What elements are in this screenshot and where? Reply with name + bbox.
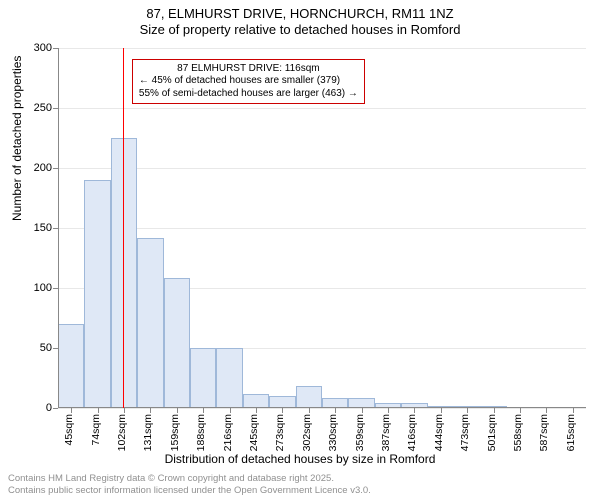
xtick-mark [362,408,363,413]
annotation-box: 87 ELMHURST DRIVE: 116sqm← 45% of detach… [132,59,365,105]
credits-block: Contains HM Land Registry data © Crown c… [8,473,371,496]
ytick-label: 250 [34,102,52,114]
gridline [58,228,586,229]
histogram-bar [190,348,216,408]
xtick-mark [441,408,442,413]
ytick-label: 150 [34,222,52,234]
xtick-mark [71,408,72,413]
histogram-bar [164,278,190,408]
histogram-bar [216,348,242,408]
xtick-label: 131sqm [142,414,154,451]
annotation-line: 87 ELMHURST DRIVE: 116sqm [139,63,358,76]
xtick-mark [388,408,389,413]
ytick-mark [53,408,58,409]
title-line-1: 87, ELMHURST DRIVE, HORNCHURCH, RM11 1NZ [0,6,600,22]
xtick-label: 615sqm [565,414,577,451]
xtick-mark [203,408,204,413]
histogram-bar [243,394,269,408]
xtick-mark [309,408,310,413]
gridline [58,48,586,49]
credits-line-1: Contains HM Land Registry data © Crown c… [8,473,371,484]
xtick-mark [256,408,257,413]
xtick-label: 387sqm [380,414,392,451]
xtick-label: 216sqm [222,414,234,451]
xtick-label: 188sqm [195,414,207,451]
xtick-label: 558sqm [512,414,524,451]
gridline [58,108,586,109]
x-axis-label: Distribution of detached houses by size … [0,452,600,466]
ytick-label: 0 [46,402,52,414]
xtick-mark [546,408,547,413]
xtick-mark [335,408,336,413]
xtick-mark [98,408,99,413]
xtick-label: 359sqm [354,414,366,451]
xtick-mark [230,408,231,413]
ytick-label: 100 [34,282,52,294]
x-axis [58,407,586,408]
histogram-bar [58,324,84,408]
gridline [58,168,586,169]
title-line-2: Size of property relative to detached ho… [0,22,600,38]
xtick-label: 587sqm [538,414,550,451]
xtick-label: 330sqm [327,414,339,451]
histogram-bar [84,180,110,408]
xtick-mark [414,408,415,413]
y-axis-label: Number of detached properties [10,56,24,221]
ytick-label: 200 [34,162,52,174]
plot-area: 05010015020025030045sqm74sqm102sqm131sqm… [58,48,586,408]
xtick-mark [150,408,151,413]
xtick-label: 273sqm [274,414,286,451]
xtick-mark [467,408,468,413]
annotation-line: 55% of semi-detached houses are larger (… [139,88,358,101]
histogram-bar [111,138,137,408]
ytick-label: 300 [34,42,52,54]
xtick-label: 159sqm [169,414,181,451]
annotation-line: ← 45% of detached houses are smaller (37… [139,75,358,88]
histogram-bar [296,386,322,408]
xtick-mark [282,408,283,413]
xtick-mark [573,408,574,413]
xtick-label: 45sqm [63,414,75,446]
y-axis [58,48,59,408]
xtick-label: 473sqm [459,414,471,451]
xtick-mark [124,408,125,413]
gridline [58,408,586,409]
xtick-mark [494,408,495,413]
xtick-label: 74sqm [90,414,102,446]
xtick-mark [177,408,178,413]
histogram-bar [137,238,163,408]
xtick-label: 444sqm [433,414,445,451]
xtick-label: 501sqm [486,414,498,451]
xtick-label: 102sqm [116,414,128,451]
marker-line [123,48,124,408]
chart-container: 87, ELMHURST DRIVE, HORNCHURCH, RM11 1NZ… [0,0,600,500]
credits-line-2: Contains public sector information licen… [8,485,371,496]
xtick-label: 302sqm [301,414,313,451]
ytick-label: 50 [40,342,52,354]
plot: 05010015020025030045sqm74sqm102sqm131sqm… [58,48,586,408]
xtick-label: 245sqm [248,414,260,451]
title-block: 87, ELMHURST DRIVE, HORNCHURCH, RM11 1NZ… [0,0,600,39]
xtick-label: 416sqm [406,414,418,451]
xtick-mark [520,408,521,413]
